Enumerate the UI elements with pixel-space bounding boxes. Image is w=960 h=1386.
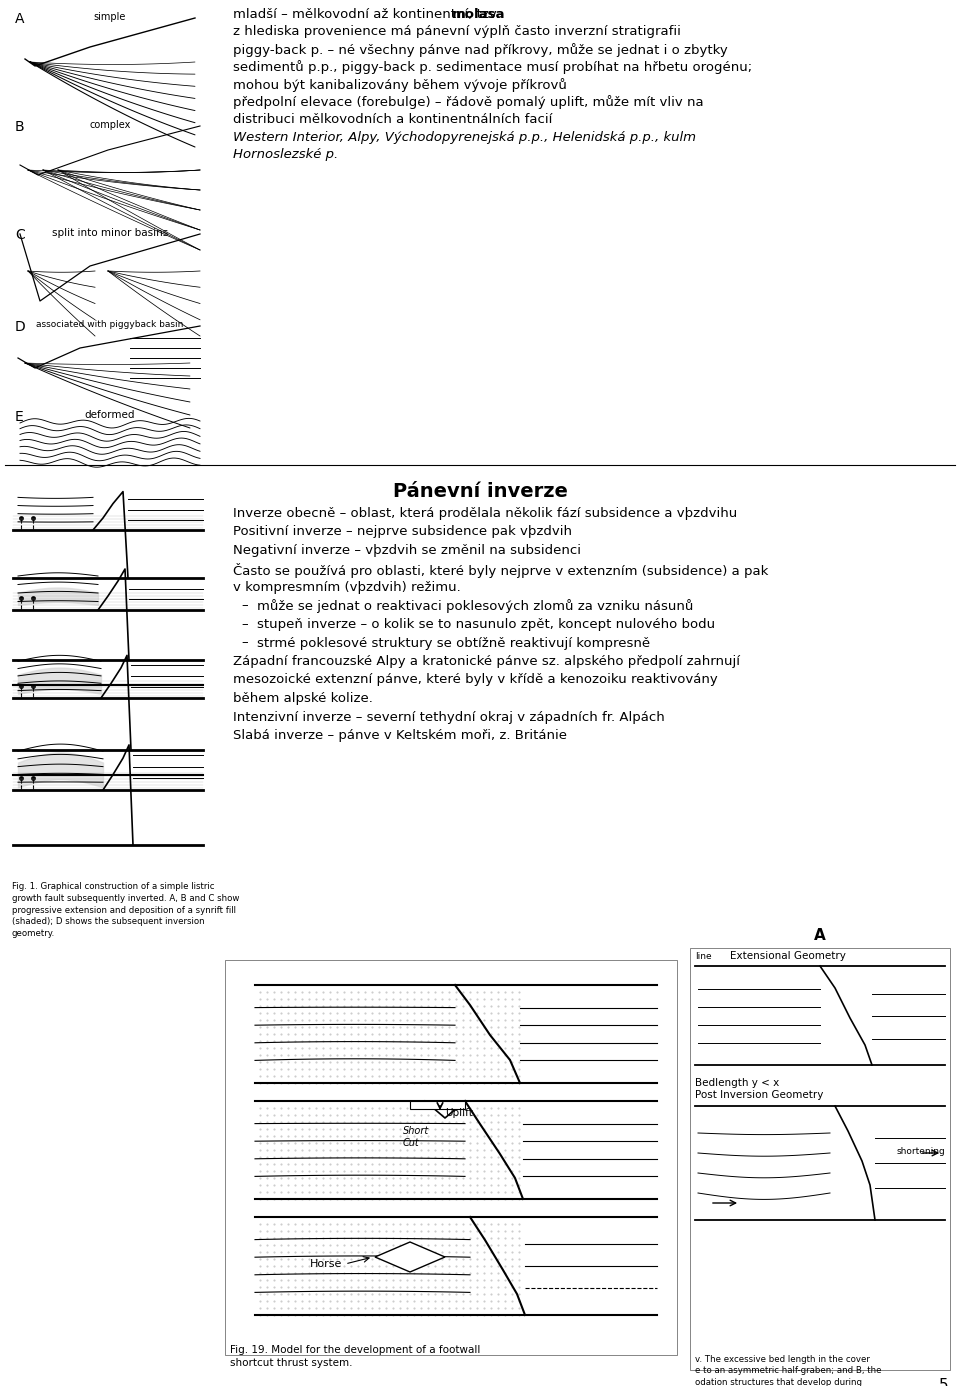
Bar (225, 960, 677, 1356)
Polygon shape (410, 1100, 465, 1109)
Text: Western Interior, Alpy, Východopyrenejská p.p., Helenidská p.p., kulm: Western Interior, Alpy, Východopyrenejsk… (233, 130, 696, 144)
Text: mohou být kanibalizovány během vývoje příkrovů: mohou být kanibalizovány během vývoje př… (233, 78, 566, 91)
Text: A: A (15, 12, 25, 26)
Text: simple: simple (94, 12, 126, 22)
Polygon shape (375, 1242, 445, 1272)
Text: stupeň inverze – o kolik se to nasunulo zpět, koncept nulového bodu: stupeň inverze – o kolik se to nasunulo … (257, 618, 715, 631)
Text: B: B (15, 121, 25, 134)
Text: Hornoslezské p.: Hornoslezské p. (233, 148, 338, 161)
Text: –: – (241, 600, 248, 613)
Text: v kompresmním (vþzdvih) režimu.: v kompresmním (vþzdvih) režimu. (233, 581, 461, 595)
Text: předpolní elevace (forebulge) – řádově pomalý uplift, může mít vliv na: předpolní elevace (forebulge) – řádově p… (233, 96, 704, 109)
Text: během alpské kolize.: během alpské kolize. (233, 692, 372, 705)
Text: Extensional Geometry: Extensional Geometry (730, 951, 846, 960)
Text: Uplift: Uplift (445, 1107, 473, 1119)
Text: Fig. 1. Graphical construction of a simple listric
growth fault subsequently inv: Fig. 1. Graphical construction of a simp… (12, 881, 239, 938)
Text: Positivní inverze – nejprve subsidence pak vþzdvih: Positivní inverze – nejprve subsidence p… (233, 525, 572, 539)
Text: Short
Cut: Short Cut (403, 1125, 429, 1148)
Text: sedimentů p.p., piggy-back p. sedimentace musí probíhat na hřbetu orogénu;: sedimentů p.p., piggy-back p. sedimentac… (233, 61, 752, 75)
Text: E: E (15, 410, 24, 424)
Text: split into minor basins: split into minor basins (52, 229, 168, 238)
Text: Post Inversion Geometry: Post Inversion Geometry (695, 1089, 824, 1100)
Text: Inverze obecně – oblast, která prodělala několik fází subsidence a vþzdvihu: Inverze obecně – oblast, která prodělala… (233, 507, 737, 520)
Text: Slabá inverze – pánve v Keltském moři, z. Británie: Slabá inverze – pánve v Keltském moři, z… (233, 729, 567, 742)
Text: Negativní inverze – vþzdvih se změnil na subsidenci: Negativní inverze – vþzdvih se změnil na… (233, 543, 581, 557)
Text: mladší – mělkovodní až kontinentní, tzv.: mladší – mělkovodní až kontinentní, tzv. (233, 8, 504, 21)
Text: associated with piggyback basin: associated with piggyback basin (36, 320, 183, 328)
Text: D: D (15, 320, 26, 334)
Text: Často se používá pro oblasti, které byly nejprve v extenzním (subsidence) a pak: Často se používá pro oblasti, které byly… (233, 563, 768, 578)
Text: může se jednat o reaktivaci poklesových zlomů za vzniku násunů: může se jednat o reaktivaci poklesových … (257, 600, 693, 614)
Text: deformed: deformed (84, 410, 135, 420)
Bar (690, 948, 950, 1369)
Text: line: line (695, 952, 711, 960)
Text: Pánevní inverze: Pánevní inverze (393, 482, 567, 500)
Text: Intenzivní inverze – severní tethydní okraj v západních fr. Alpách: Intenzivní inverze – severní tethydní ok… (233, 711, 664, 723)
Text: shortening: shortening (897, 1146, 945, 1156)
Text: complex: complex (89, 121, 131, 130)
Text: A: A (814, 929, 826, 942)
Text: v. The excessive bed length in the cover
e to an asymmetric half-graben; and B, : v. The excessive bed length in the cover… (695, 1356, 893, 1386)
Text: Horse: Horse (310, 1258, 343, 1270)
Text: piggy-back p. – né všechny pánve nad příkrovy, může se jednat i o zbytky: piggy-back p. – né všechny pánve nad pří… (233, 43, 728, 57)
Text: Západní francouzské Alpy a kratonické pánve sz. alpského předpolí zahrnují: Západní francouzské Alpy a kratonické pá… (233, 656, 740, 668)
Text: mesozoické extenzní pánve, které byly v křídě a kenozoiku reaktivovány: mesozoické extenzní pánve, které byly v … (233, 674, 718, 686)
Text: distribuci mělkovodních a kontinentnálních facií: distribuci mělkovodních a kontinentnální… (233, 114, 552, 126)
Text: strmé poklesové struktury se obtížně reaktivují kompresně: strmé poklesové struktury se obtížně rea… (257, 636, 650, 650)
Text: Fig. 19. Model for the development of a footwall
shortcut thrust system.: Fig. 19. Model for the development of a … (230, 1344, 480, 1368)
Text: –: – (241, 636, 248, 650)
Text: molasa: molasa (452, 8, 506, 21)
Text: Bedlength y < x: Bedlength y < x (695, 1078, 780, 1088)
Text: 5: 5 (938, 1378, 948, 1386)
Text: C: C (15, 229, 25, 243)
Text: z hlediska provenience má pánevní výplň často inverzní stratigrafii: z hlediska provenience má pánevní výplň … (233, 25, 681, 39)
Text: –: – (241, 618, 248, 631)
